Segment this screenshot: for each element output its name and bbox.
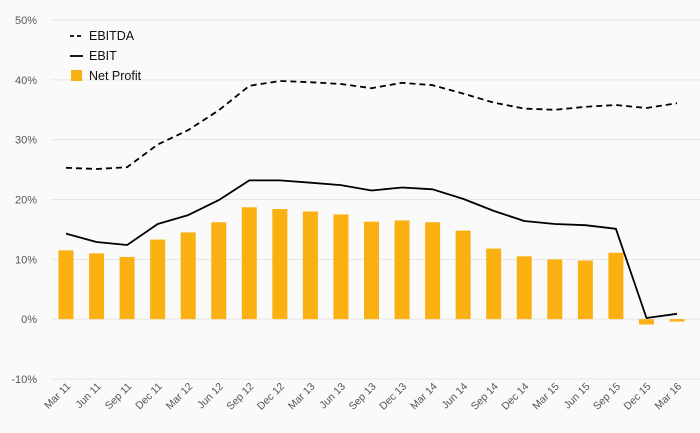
- x-tick-label: Sep 15: [591, 381, 623, 413]
- x-tick-label: Mar 14: [408, 381, 440, 413]
- net-profit-bar: [516, 256, 532, 320]
- y-tick-label: -10%: [11, 374, 37, 386]
- net-profit-bar: [547, 259, 563, 320]
- net-profit-bar: [150, 239, 166, 320]
- net-profit-bar: [608, 252, 624, 320]
- net-profit-bar: [364, 221, 379, 320]
- ebitda-line: [65, 80, 678, 170]
- net-profit-bar: [486, 248, 502, 320]
- legend-swatch: [71, 70, 82, 81]
- x-tick-label: Mar 12: [164, 381, 196, 413]
- y-tick-label: 30%: [15, 135, 37, 147]
- net-profit-bar: [241, 207, 257, 320]
- net-profit-bar: [394, 220, 410, 320]
- y-tick-label: 10%: [15, 254, 37, 266]
- x-tick-label: Jun 14: [439, 381, 470, 412]
- net-profit-bar: [302, 211, 318, 320]
- y-tick-label: 0%: [21, 314, 37, 326]
- grid: [51, 19, 700, 380]
- y-axis-ticks: 50% 40% 30% 20% 10% 0% -10%: [11, 15, 37, 386]
- net-profit-bar: [638, 319, 654, 325]
- net-profit-bar: [577, 260, 593, 320]
- legend-item-ebit[interactable]: EBIT: [70, 49, 117, 63]
- x-tick-label: Sep 12: [224, 381, 256, 413]
- series-lines: [65, 80, 678, 319]
- y-tick-label: 50%: [15, 15, 37, 27]
- x-tick-label: Mar 11: [42, 381, 73, 412]
- x-tick-label: Sep 13: [347, 381, 379, 413]
- x-tick-label: Jun 11: [73, 381, 103, 411]
- net-profit-bar: [180, 232, 196, 320]
- x-tick-label: Jun 13: [317, 381, 348, 412]
- x-tick-label: Dec 11: [133, 381, 165, 413]
- x-tick-label: Mar 16: [653, 381, 685, 413]
- net-profit-bar: [211, 222, 227, 320]
- x-tick-label: Mar 15: [530, 381, 562, 413]
- x-tick-label: Jun 15: [562, 381, 593, 412]
- net-profit-bar: [119, 256, 135, 320]
- legend[interactable]: EBITDA EBIT Net Profit: [70, 29, 142, 83]
- x-tick-label: Dec 12: [255, 381, 287, 413]
- legend-label: Net Profit: [89, 69, 142, 83]
- legend-label: EBITDA: [89, 29, 135, 43]
- x-tick-label: Mar 13: [286, 381, 318, 413]
- ebit-line: [65, 179, 678, 319]
- x-tick-label: Sep 14: [469, 381, 501, 413]
- net-profit-bar: [272, 209, 288, 320]
- legend-item-ebitda[interactable]: EBITDA: [70, 29, 135, 43]
- net-profit-bar: [333, 214, 349, 320]
- net-profit-bar: [58, 250, 74, 320]
- net-profit-bar: [89, 253, 105, 320]
- x-tick-label: Dec 14: [499, 381, 531, 413]
- legend-label: EBIT: [89, 49, 117, 63]
- y-tick-label: 40%: [15, 75, 37, 87]
- legend-item-net-profit[interactable]: Net Profit: [71, 69, 142, 83]
- x-tick-label: Dec 13: [377, 381, 409, 413]
- y-tick-label: 20%: [15, 195, 37, 207]
- x-tick-label: Jun 12: [195, 381, 226, 412]
- net-profit-bar: [669, 319, 685, 322]
- net-profit-bar: [455, 230, 471, 320]
- net-profit-bars: [58, 207, 685, 325]
- x-tick-label: Dec 15: [622, 381, 654, 413]
- net-profit-bar: [425, 222, 441, 320]
- x-tick-label: Sep 11: [103, 381, 135, 413]
